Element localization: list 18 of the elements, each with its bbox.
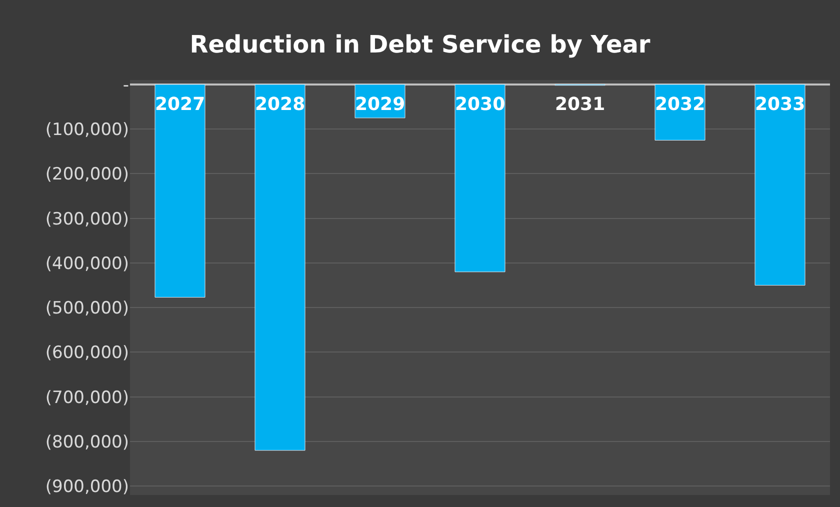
x-tick-label: 2031 bbox=[555, 94, 606, 115]
x-tick-label: 2033 bbox=[755, 94, 806, 115]
chart-title: Reduction in Debt Service by Year bbox=[190, 30, 650, 58]
y-tick-label: (400,000) bbox=[45, 254, 129, 274]
x-tick-label: 2030 bbox=[455, 94, 506, 115]
x-tick-label: 2027 bbox=[155, 94, 206, 115]
x-tick-label: 2029 bbox=[355, 94, 406, 115]
y-tick-label: (900,000) bbox=[45, 477, 129, 498]
y-tick-label: (300,000) bbox=[45, 209, 129, 230]
x-tick-label: 2028 bbox=[255, 94, 306, 115]
y-tick-label: - bbox=[122, 75, 129, 96]
y-tick-label: (700,000) bbox=[45, 388, 129, 408]
y-tick-label: (800,000) bbox=[45, 432, 129, 452]
y-tick-label: (200,000) bbox=[45, 164, 129, 185]
y-tick-label: (600,000) bbox=[45, 343, 129, 364]
y-tick-label: (500,000) bbox=[45, 298, 129, 319]
y-tick-label: (100,000) bbox=[45, 120, 129, 140]
x-tick-label: 2032 bbox=[655, 94, 706, 115]
